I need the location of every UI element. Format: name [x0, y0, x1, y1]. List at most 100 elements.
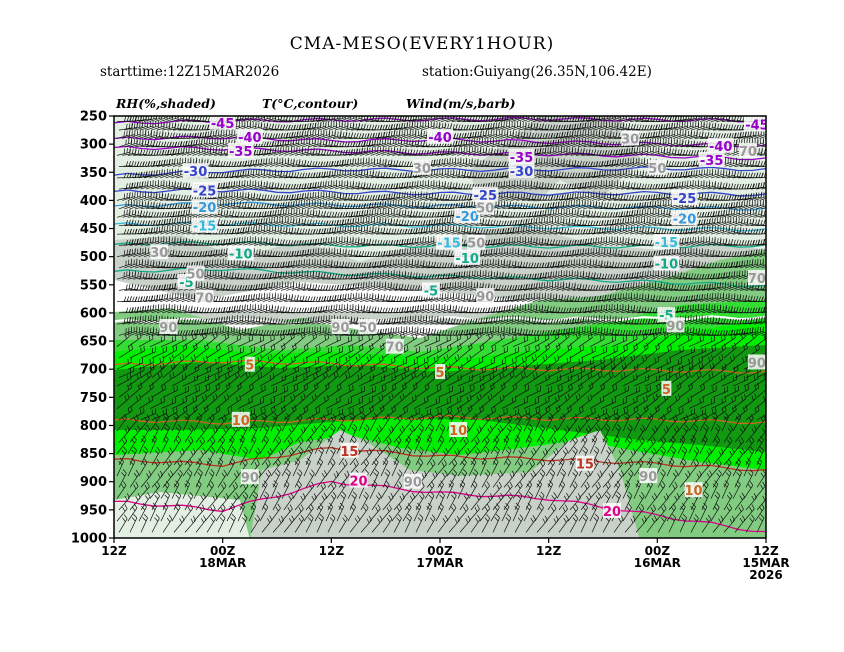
contour-label: -20: [455, 210, 479, 225]
contour-label-bg: [671, 210, 698, 226]
legend-temperature: T(°C,contour): [262, 96, 359, 111]
y-tick-label: 950: [80, 503, 107, 518]
contour-label: 70: [748, 272, 766, 287]
y-tick-label: 300: [80, 138, 107, 153]
contour-label: 50: [476, 202, 494, 217]
contour-label: 5: [662, 383, 671, 398]
contour-label: 70: [386, 341, 404, 356]
contour-label: -15: [437, 237, 461, 252]
temp-contour--25: [114, 188, 766, 197]
wind-barb-row: [118, 120, 766, 131]
contour-label: -45: [211, 117, 235, 132]
x-tick-label: 00Z: [427, 544, 453, 558]
x-tick-label: 00Z: [210, 544, 236, 558]
wind-barb-row: [118, 446, 765, 466]
wind-barb-row: [116, 314, 766, 325]
wind-barb-row: [118, 362, 766, 378]
contour-label-bg: [421, 282, 440, 298]
contour-label: -40: [709, 140, 733, 155]
wind-barb-row: [116, 331, 766, 348]
x-tick-label: 12Z: [753, 544, 779, 558]
wind-barb-row: [118, 258, 766, 269]
temp-contour-0: [114, 315, 766, 327]
y-tick-label: 850: [80, 447, 107, 462]
x-tick-label: 12Z: [101, 544, 127, 558]
contour-label-bg: [191, 199, 218, 215]
contour-label-bg: [195, 289, 214, 305]
y-tick-label: 900: [80, 475, 107, 490]
contour-label: 50: [467, 237, 485, 252]
contour-label: 10: [232, 414, 250, 429]
contour-label-bg: [747, 354, 766, 370]
legend-wind: Wind(m/s,barb): [406, 96, 516, 111]
x-tick-label: 18MAR: [199, 556, 246, 570]
contour-label: 90: [159, 321, 177, 336]
contour-label-bg: [182, 163, 209, 179]
contour-label: 70: [196, 292, 214, 307]
contour-label-bg: [472, 186, 499, 202]
contour-label-bg: [454, 208, 481, 224]
contour-label: 30: [413, 162, 431, 177]
rh-shade-lower-30: [114, 492, 250, 538]
contour-label: 10: [449, 424, 467, 439]
temp-contour-15: [114, 446, 766, 472]
wind-barb-row: [116, 412, 766, 432]
x-tick-label: 17MAR: [416, 556, 463, 570]
contour-label-bg: [671, 190, 698, 206]
wind-barb-row: [116, 435, 764, 454]
wind-barb-row: [118, 513, 765, 533]
station-label: station:Guiyang(26.35N,106.42E): [422, 64, 652, 80]
contour-label: -35: [229, 145, 253, 160]
contour-label-bg: [575, 455, 594, 471]
contour-label-bg: [240, 469, 259, 485]
y-tick-label: 750: [80, 391, 107, 406]
contour-label: 5: [435, 366, 444, 381]
contour-label-bg: [698, 151, 725, 167]
contour-label-bg: [653, 234, 680, 250]
contour-label: -15: [193, 220, 217, 235]
contour-label-bg: [467, 234, 486, 250]
contour-label: 15: [576, 458, 594, 473]
contour-label-bg: [436, 234, 463, 250]
contour-label-bg: [621, 130, 640, 146]
contour-label-bg: [227, 245, 254, 261]
y-tick-label: 700: [80, 363, 107, 378]
y-axis: 250 300 350 400 450 500 550 600 650 700 750 800 850 9…: [71, 110, 114, 547]
contour-label-bg: [666, 317, 685, 333]
contour-label-bg: [743, 116, 766, 132]
contour-label: -40: [238, 131, 262, 146]
y-tick-label: 400: [80, 194, 107, 209]
contour-label-bg: [358, 319, 377, 334]
contour-label: 10: [685, 484, 703, 499]
contour-label: 50: [359, 321, 377, 336]
contour-label: 5: [245, 359, 254, 374]
contour-label-bg: [191, 217, 218, 233]
contour-label-bg: [340, 442, 359, 458]
wind-barb-row: [116, 457, 763, 477]
x-tick-label: 15MAR: [742, 556, 789, 570]
contour-label-bg: [684, 482, 703, 498]
x-tick-label: 2026: [749, 568, 782, 582]
y-tick-label: 250: [80, 110, 107, 125]
wind-barb-row: [118, 326, 766, 336]
contour-label-bg: [476, 288, 495, 304]
contour-label: 50: [186, 268, 204, 283]
contour-label-bg: [653, 255, 680, 271]
contour-label: -5: [424, 284, 438, 299]
contour-label: -25: [673, 192, 697, 207]
wind-barb-row: [118, 281, 766, 291]
wind-barb-row: [116, 370, 766, 387]
contour-label: -40: [428, 131, 452, 146]
contour-label-bg: [186, 265, 205, 281]
x-tick-label: 12Z: [536, 544, 562, 558]
temp-contour-10: [114, 415, 766, 425]
contour-label: -35: [510, 151, 534, 166]
wind-barb-row: [116, 354, 766, 370]
contour-label: 70: [739, 145, 757, 160]
contour-label-bg: [385, 338, 404, 354]
contour-label-bg: [159, 319, 178, 334]
contour-label-bg: [435, 364, 445, 380]
contour-label: 30: [621, 133, 639, 148]
contour-label: 90: [241, 471, 259, 486]
contour-label: -30: [184, 165, 208, 180]
